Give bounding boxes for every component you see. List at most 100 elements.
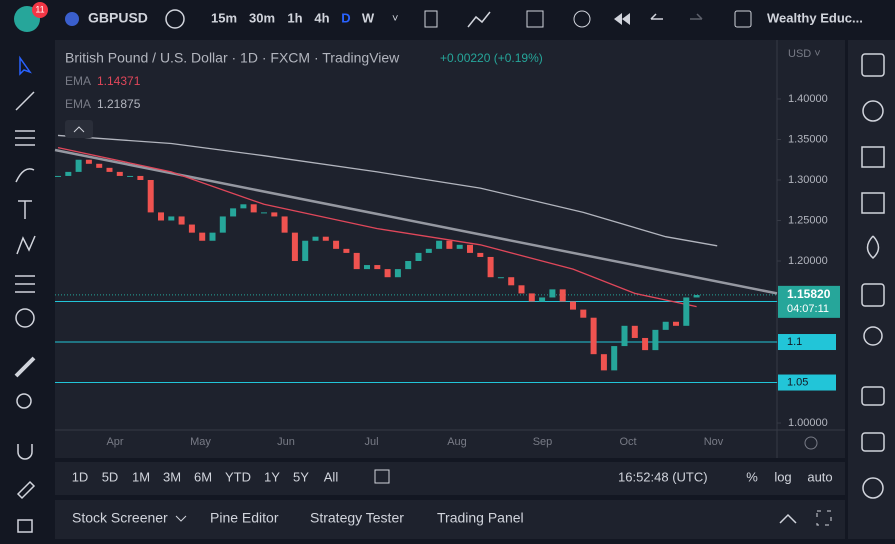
chat-icon[interactable] xyxy=(861,386,885,406)
candle xyxy=(405,261,412,270)
chart-legend-title: British Pound / U.S. Dollar · 1D · FXCM … xyxy=(65,50,400,66)
y-tick-label: 1.20000 xyxy=(788,255,828,267)
undo-icon[interactable] xyxy=(650,13,663,20)
interval-button[interactable]: D xyxy=(341,10,350,25)
account-name[interactable]: Wealthy Educ... xyxy=(767,10,863,25)
collapse-panel[interactable] xyxy=(779,513,797,524)
alerts-icon[interactable] xyxy=(862,100,884,122)
range-button[interactable]: 1Y xyxy=(264,469,280,484)
indicators-icon[interactable] xyxy=(467,11,491,28)
currency-label[interactable]: USD ˅ xyxy=(788,48,821,60)
candle xyxy=(467,244,473,253)
lock-drawings[interactable] xyxy=(16,480,36,500)
countdown: 04:07:11 xyxy=(787,303,829,315)
candle xyxy=(642,337,649,351)
candle xyxy=(312,236,319,241)
emoji-tool[interactable] xyxy=(15,308,35,328)
range-button[interactable]: 5D xyxy=(102,469,119,484)
date-range-icon[interactable] xyxy=(374,469,390,484)
candle xyxy=(250,204,257,213)
panel-tab[interactable]: Strategy Tester xyxy=(310,510,404,526)
maximize-panel[interactable] xyxy=(816,510,832,526)
news-icon[interactable] xyxy=(861,146,885,168)
candle xyxy=(261,212,267,214)
candle xyxy=(559,289,566,302)
prediction-tool[interactable] xyxy=(15,275,35,293)
interval-button[interactable]: 4h xyxy=(314,10,329,25)
settings-icon[interactable] xyxy=(804,436,818,450)
alert-icon[interactable] xyxy=(573,10,591,28)
lock-tool[interactable] xyxy=(17,519,33,533)
layout-checkbox[interactable] xyxy=(734,10,752,28)
range-button[interactable]: 5Y xyxy=(293,469,309,484)
ruler-tool[interactable] xyxy=(14,356,36,378)
candle xyxy=(600,354,607,371)
badge-count: 11 xyxy=(35,4,44,14)
candle xyxy=(508,277,515,286)
candle xyxy=(219,216,226,233)
interval-button[interactable]: W xyxy=(362,10,375,25)
brush-tool[interactable] xyxy=(15,168,35,183)
scale-option[interactable]: % xyxy=(746,469,758,484)
ema-line xyxy=(57,146,697,308)
panel-tab[interactable]: Stock Screener xyxy=(72,510,168,526)
candle xyxy=(384,269,391,278)
clock: 16:52:48 (UTC) xyxy=(618,469,708,484)
range-button[interactable]: 1M xyxy=(132,469,150,484)
replay-icon[interactable] xyxy=(614,13,630,25)
watchlist-icon[interactable] xyxy=(861,53,885,77)
ema-label: EMA xyxy=(65,97,91,111)
line-tool[interactable] xyxy=(15,91,35,111)
symbol[interactable]: GBPUSD xyxy=(88,10,148,26)
ideas-bulb-icon[interactable] xyxy=(863,326,883,346)
collapse-legend[interactable] xyxy=(65,120,93,138)
panel-tab[interactable]: Trading Panel xyxy=(437,510,524,526)
cursor-tool[interactable] xyxy=(19,55,32,76)
zoom-tool[interactable] xyxy=(16,393,32,409)
scale-option[interactable]: log xyxy=(774,469,791,484)
right-toolbar xyxy=(861,53,885,499)
y-tick-label: 1.30000 xyxy=(788,174,828,186)
text-tool[interactable] xyxy=(18,200,32,219)
interval-button[interactable]: 15m xyxy=(211,10,237,25)
range-button[interactable]: YTD xyxy=(225,469,251,484)
pattern-tool[interactable] xyxy=(16,235,36,255)
candle xyxy=(415,252,422,262)
candle xyxy=(291,232,298,262)
magnet-tool[interactable] xyxy=(17,444,33,460)
hotlist-icon[interactable] xyxy=(866,235,880,260)
range-button[interactable]: 6M xyxy=(194,469,212,484)
ema-label: EMA xyxy=(65,74,91,88)
add-symbol[interactable] xyxy=(165,9,185,29)
candle xyxy=(302,240,309,262)
calendar-icon[interactable] xyxy=(861,283,885,307)
tab-dropdown[interactable] xyxy=(175,515,187,522)
fib-tool[interactable] xyxy=(15,130,35,146)
candle xyxy=(497,277,504,279)
candle xyxy=(322,236,329,241)
candle xyxy=(209,232,216,241)
dropdown-icon[interactable]: ˅ xyxy=(392,13,398,25)
x-tick-label: Jul xyxy=(364,436,378,448)
help-icon[interactable] xyxy=(862,477,884,499)
candle xyxy=(55,175,61,177)
x-tick-label: Sep xyxy=(533,436,553,448)
panel-tab[interactable]: Pine Editor xyxy=(210,510,279,526)
y-tick-label: 1.25000 xyxy=(788,214,828,226)
interval-button[interactable]: 1h xyxy=(287,10,302,25)
layout-icon[interactable] xyxy=(526,10,544,28)
chart-type-icon[interactable] xyxy=(424,10,438,28)
price-change: +0.00220 (+0.19%) xyxy=(440,51,543,65)
level-label-bg xyxy=(778,334,836,351)
range-button[interactable]: 3M xyxy=(163,469,181,484)
range-button[interactable]: 1D xyxy=(72,469,89,484)
ideas-icon[interactable] xyxy=(861,192,885,214)
notes-icon[interactable] xyxy=(861,432,885,452)
scale-option[interactable]: auto xyxy=(807,469,832,484)
interval-button[interactable]: 30m xyxy=(249,10,275,25)
chart-panel xyxy=(55,40,845,458)
candle xyxy=(240,204,247,209)
x-tick-label: Aug xyxy=(447,436,467,448)
bottom-panel xyxy=(55,500,845,539)
range-button[interactable]: All xyxy=(324,469,339,484)
